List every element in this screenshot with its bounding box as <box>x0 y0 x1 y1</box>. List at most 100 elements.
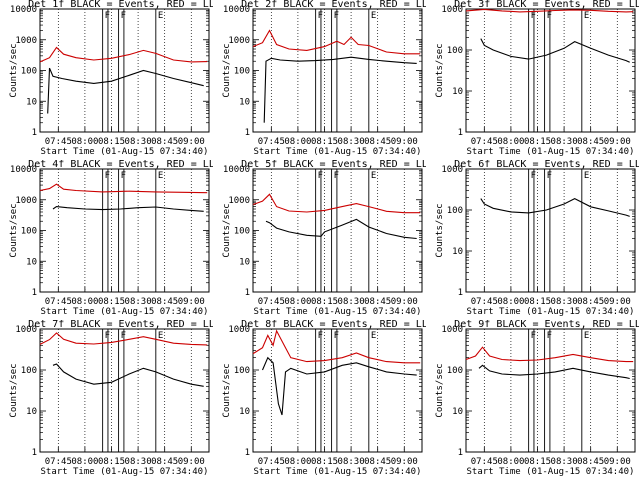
x-tick-label: 08:45 <box>364 137 391 147</box>
panel-3: Det 3f BLACK = Events, RED = LLD 1 10 100 10… <box>435 0 639 157</box>
y-axis-label: Counts/sec <box>222 363 232 417</box>
x-axis-label: Start Time (01-Aug-15 07:34:40) <box>41 307 209 317</box>
x-tick-label: 07:45 <box>258 457 285 467</box>
flag-label: F <box>105 331 110 341</box>
y-tick-label: 100 <box>447 366 463 376</box>
x-tick-label: 08:00 <box>497 137 524 147</box>
y-tick-label: 100 <box>234 366 250 376</box>
x-axis-label: Start Time (01-Aug-15 07:34:40) <box>254 307 422 317</box>
y-tick-label: 1000 <box>441 5 463 15</box>
flag-label: F <box>318 331 323 341</box>
x-tick-label: 08:15 <box>98 297 125 307</box>
x-tick-label: 09:00 <box>391 137 418 147</box>
y-tick-label: 10 <box>452 407 463 417</box>
x-tick-label: 08:30 <box>551 457 578 467</box>
y-tick-label: 1 <box>458 288 463 298</box>
x-tick-label: 08:15 <box>311 297 338 307</box>
x-axis-label: Start Time (01-Aug-15 07:34:40) <box>41 147 209 157</box>
y-tick-label: 10000 <box>223 5 250 15</box>
x-tick-label: 09:00 <box>178 137 205 147</box>
series-red <box>465 346 634 363</box>
x-tick-label: 09:00 <box>604 297 631 307</box>
x-tick-label: 08:00 <box>284 457 311 467</box>
x-tick-label: 08:45 <box>151 297 178 307</box>
x-tick-label: 08:15 <box>311 137 338 147</box>
x-tick-label: 08:30 <box>125 297 152 307</box>
flag-label: F <box>105 11 110 21</box>
x-tick-label: 08:30 <box>125 457 152 467</box>
panel-5: Det 5f BLACK = Events, RED = LLD 1 10 100 10… <box>222 160 426 317</box>
panel-2: Det 2f BLACK = Events, RED = LLD 1 10 100 10… <box>222 0 426 157</box>
panel-title: Det 9f BLACK = Events, RED = LLD <box>454 320 639 330</box>
y-tick-label: 1000 <box>228 325 250 335</box>
x-tick-label: 08:00 <box>284 297 311 307</box>
y-tick-label: 1 <box>458 448 463 458</box>
x-tick-label: 09:00 <box>178 297 205 307</box>
y-tick-label: 1 <box>458 128 463 138</box>
panel-title: Det 2f BLACK = Events, RED = LLD <box>241 0 426 10</box>
y-tick-label: 1000 <box>15 36 37 46</box>
x-tick-label: 08:00 <box>497 297 524 307</box>
series-black <box>47 67 204 114</box>
y-axis-label: Counts/sec <box>435 203 445 257</box>
y-tick-label: 10 <box>239 407 250 417</box>
x-tick-label: 07:45 <box>45 137 72 147</box>
x-tick-label: 07:45 <box>471 137 498 147</box>
plot-frame <box>465 8 636 133</box>
y-tick-label: 1 <box>32 128 37 138</box>
x-tick-label: 08:15 <box>524 297 551 307</box>
x-tick-label: 08:30 <box>125 137 152 147</box>
series-red <box>39 183 208 194</box>
panel-4: Det 4f BLACK = Events, RED = LLD 1 10 100 10… <box>9 160 213 317</box>
y-tick-label: 10 <box>452 247 463 257</box>
x-axis-label: Start Time (01-Aug-15 07:34:40) <box>467 307 635 317</box>
plot-frame <box>252 328 423 453</box>
x-tick-label: 08:15 <box>524 137 551 147</box>
y-tick-label: 10 <box>239 257 250 267</box>
x-tick-label: 08:30 <box>338 297 365 307</box>
flag-label: E <box>584 171 589 181</box>
flag-label: E <box>371 171 376 181</box>
y-tick-label: 10 <box>26 407 37 417</box>
y-axis-label: Counts/sec <box>9 43 19 97</box>
y-axis-label: Counts/sec <box>435 363 445 417</box>
flag-label: F <box>334 171 339 181</box>
y-tick-label: 10 <box>26 97 37 107</box>
plot-frame <box>465 328 636 453</box>
x-axis-label: Start Time (01-Aug-15 07:34:40) <box>467 147 635 157</box>
x-tick-label: 08:45 <box>151 457 178 467</box>
y-tick-label: 10 <box>26 257 37 267</box>
series-red <box>39 332 208 346</box>
panel-6: Det 6f BLACK = Events, RED = LLD 1 10 100 10… <box>435 160 639 317</box>
panel-1: Det 1f BLACK = Events, RED = LLD 1 10 100 10… <box>9 0 213 157</box>
y-axis-label: Counts/sec <box>222 43 232 97</box>
panel-title: Det 8f BLACK = Events, RED = LLD <box>241 320 426 330</box>
series-red <box>252 29 421 55</box>
y-tick-label: 1000 <box>441 165 463 175</box>
y-tick-label: 100 <box>447 206 463 216</box>
y-tick-label: 1 <box>245 288 250 298</box>
flag-label: E <box>584 331 589 341</box>
x-tick-label: 08:45 <box>577 137 604 147</box>
y-tick-label: 1 <box>245 128 250 138</box>
x-tick-label: 08:30 <box>551 137 578 147</box>
x-tick-label: 08:30 <box>551 297 578 307</box>
x-tick-label: 07:45 <box>258 297 285 307</box>
y-tick-label: 100 <box>21 227 37 237</box>
x-tick-label: 08:30 <box>338 137 365 147</box>
x-tick-label: 08:45 <box>364 457 391 467</box>
series-black <box>265 218 417 240</box>
flag-label: F <box>547 11 552 21</box>
y-tick-label: 100 <box>21 67 37 77</box>
flag-label: F <box>318 171 323 181</box>
y-axis-label: Counts/sec <box>9 363 19 417</box>
y-tick-label: 1000 <box>228 36 250 46</box>
y-tick-label: 1 <box>32 448 37 458</box>
series-red <box>465 8 634 13</box>
x-tick-label: 08:45 <box>577 297 604 307</box>
flag-label: F <box>105 171 110 181</box>
x-tick-label: 08:15 <box>311 457 338 467</box>
y-tick-label: 1000 <box>15 196 37 206</box>
series-black <box>52 363 204 387</box>
flag-label: E <box>584 11 589 21</box>
